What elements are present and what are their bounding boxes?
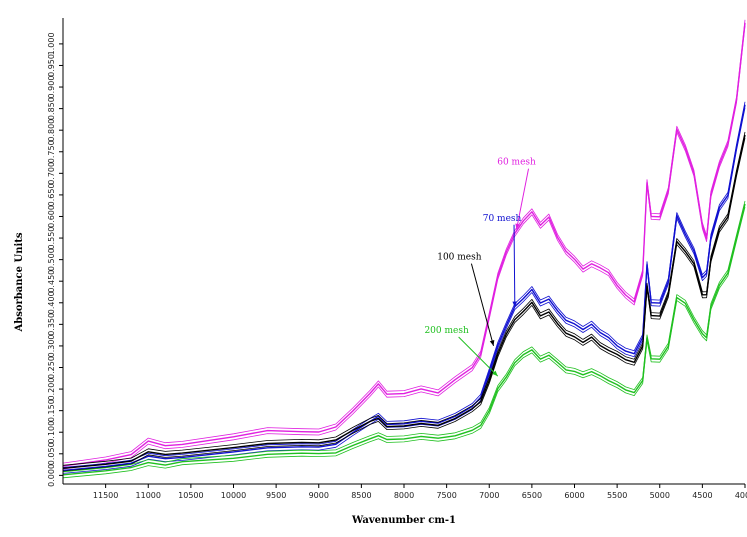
series-line bbox=[62, 200, 746, 473]
series-line bbox=[62, 134, 746, 469]
annotation-arrow bbox=[516, 168, 530, 230]
series-line bbox=[62, 206, 746, 479]
y-tick-label: 0.750 bbox=[47, 140, 56, 163]
series-line bbox=[62, 19, 746, 464]
annotation-arrow bbox=[458, 336, 499, 377]
y-tick-label: 0.850 bbox=[47, 97, 56, 120]
y-tick-label: 0.150 bbox=[47, 399, 56, 422]
y-tick-label: 0.350 bbox=[47, 313, 56, 336]
y-tick-label: 0.450 bbox=[47, 270, 56, 293]
y-tick-label: 0.400 bbox=[47, 291, 56, 314]
y-tick-label: 0.500 bbox=[47, 248, 56, 271]
y-tick-label: 0.000 bbox=[47, 464, 56, 487]
annotation-arrowhead bbox=[512, 301, 518, 308]
y-tick-label: 0.300 bbox=[47, 334, 56, 357]
x-tick-label: 8500 bbox=[351, 491, 371, 500]
annotation-label: 100 mesh bbox=[437, 253, 482, 263]
x-tick-label: 7500 bbox=[436, 491, 456, 500]
series-100-mesh bbox=[62, 131, 746, 472]
y-tick-label: 0.800 bbox=[47, 119, 56, 142]
y-tick-label: 0.550 bbox=[47, 227, 56, 250]
series-line bbox=[62, 22, 746, 467]
annotation-arrow bbox=[470, 263, 494, 347]
y-axis-ticks: 0.0000.0500.1000.1500.2000.2500.3000.350… bbox=[47, 32, 63, 487]
x-tick-label: 4500 bbox=[692, 491, 712, 500]
series-line bbox=[62, 137, 746, 472]
y-tick-label: 0.050 bbox=[47, 442, 56, 465]
series-70-mesh bbox=[62, 101, 746, 474]
x-tick-label: 10500 bbox=[178, 491, 203, 500]
annotation-label: 60 mesh bbox=[497, 158, 536, 168]
series-line bbox=[62, 131, 746, 466]
series-line bbox=[62, 101, 746, 468]
x-tick-label: 11000 bbox=[136, 491, 161, 500]
series-200-mesh bbox=[62, 200, 746, 479]
x-tick-label: 6000 bbox=[564, 491, 584, 500]
series-line bbox=[62, 104, 746, 472]
x-tick-label: 8000 bbox=[394, 491, 414, 500]
annotation-label: 70 mesh bbox=[483, 214, 522, 224]
x-tick-label: 5000 bbox=[650, 491, 670, 500]
series-line bbox=[62, 107, 746, 474]
y-axis-title: Absorbance Units bbox=[14, 232, 25, 332]
annotation-arrowhead bbox=[492, 370, 498, 377]
y-tick-label: 0.600 bbox=[47, 205, 56, 228]
y-tick-label: 0.900 bbox=[47, 76, 56, 99]
series-line bbox=[62, 203, 746, 476]
curves-layer bbox=[62, 19, 746, 479]
x-tick-label: 7000 bbox=[479, 491, 499, 500]
y-tick-label: 0.250 bbox=[47, 356, 56, 379]
series-line bbox=[62, 25, 746, 470]
annotation-arrow bbox=[513, 224, 516, 308]
x-axis-ticks: 11500 11000 10500 10000 9500 9000 8500 8000 7500… bbox=[93, 484, 747, 500]
x-tick-label: 11500 bbox=[93, 491, 118, 500]
annotation-label: 200 mesh bbox=[424, 326, 469, 336]
x-tick-label: 9500 bbox=[266, 491, 286, 500]
y-tick-label: 1.000 bbox=[47, 32, 56, 55]
y-tick-label: 0.700 bbox=[47, 162, 56, 185]
y-tick-label: 0.100 bbox=[47, 421, 56, 444]
x-tick-label: 6500 bbox=[522, 491, 542, 500]
annotation-arrowhead bbox=[489, 339, 495, 346]
annotation-arrowhead bbox=[515, 223, 520, 230]
y-tick-label: 0.200 bbox=[47, 378, 56, 401]
y-tick-label: 0.950 bbox=[47, 54, 56, 77]
x-tick-label: 9000 bbox=[309, 491, 329, 500]
annotations-layer: 60 mesh 70 mesh 100 mesh 200 mesh bbox=[424, 158, 536, 377]
x-tick-label: 10000 bbox=[221, 491, 246, 500]
x-axis-title: Wavenumber cm-1 bbox=[351, 515, 456, 526]
series-60-mesh bbox=[62, 19, 746, 470]
y-tick-label: 0.650 bbox=[47, 183, 56, 206]
x-tick-label: 5500 bbox=[607, 491, 627, 500]
